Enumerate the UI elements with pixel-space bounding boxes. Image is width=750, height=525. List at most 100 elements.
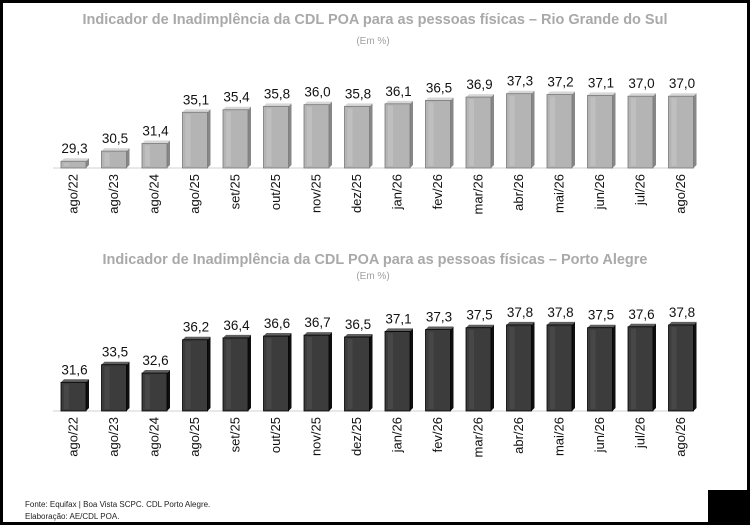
- bar-side: [369, 333, 373, 411]
- data-label: 36,6: [264, 316, 290, 331]
- bar: [141, 143, 168, 169]
- bar: [425, 329, 451, 412]
- bar-top: [628, 93, 656, 97]
- bar: [60, 160, 87, 169]
- x-tick-label: mar/26: [471, 417, 486, 457]
- footer: Fonte: Equifax | Boa Vista SCPC. CDL Por…: [25, 499, 525, 523]
- bar-highlight: [266, 338, 272, 409]
- x-tick-label: fev/26: [430, 174, 445, 209]
- bar-highlight: [509, 326, 515, 409]
- bar-side: [167, 370, 170, 411]
- data-label: 37,3: [507, 74, 533, 89]
- bar: [546, 324, 573, 412]
- data-label: 35,8: [264, 86, 290, 101]
- x-tick-label: dez/25: [349, 417, 364, 456]
- bar-top: [668, 321, 697, 325]
- data-label: 31,4: [142, 124, 169, 139]
- x-tick-label: mai/26: [552, 174, 567, 213]
- bar-highlight: [509, 95, 515, 166]
- bar-highlight: [550, 96, 555, 166]
- bar: [587, 94, 613, 169]
- bar-top: [506, 321, 535, 325]
- bar: [222, 109, 249, 169]
- bar-highlight: [347, 338, 353, 409]
- bar-top: [344, 333, 373, 337]
- x-tick-label: abr/26: [511, 417, 526, 454]
- bar-side: [369, 103, 373, 168]
- bar-side: [531, 321, 535, 411]
- data-label: 37,0: [669, 76, 695, 91]
- data-label: 37,8: [547, 305, 573, 320]
- data-label: 35,8: [345, 86, 371, 101]
- bar: [384, 103, 411, 169]
- bar: [222, 337, 249, 412]
- bar-side: [329, 332, 332, 411]
- x-tick-label: ago/25: [187, 174, 202, 214]
- bar-highlight: [226, 111, 231, 166]
- bar-highlight: [631, 328, 636, 409]
- data-label: 29,3: [61, 141, 87, 156]
- data-label: 37,2: [547, 75, 573, 90]
- bar-side: [86, 379, 89, 411]
- bar-side: [126, 361, 130, 411]
- bar-top: [142, 370, 170, 374]
- bar-highlight: [428, 331, 434, 409]
- data-label: 35,1: [183, 92, 209, 107]
- x-tick-label: jun/26: [592, 417, 607, 453]
- bar-top: [466, 94, 494, 98]
- x-tick-label: ago/24: [147, 174, 162, 214]
- bar: [627, 326, 654, 412]
- bar-side: [410, 100, 413, 168]
- data-label: 36,0: [304, 85, 330, 100]
- bar-top: [182, 336, 211, 340]
- bar-side: [329, 101, 332, 168]
- bar-top: [668, 93, 697, 97]
- data-label: 35,4: [223, 90, 250, 105]
- bar-side: [531, 90, 535, 168]
- data-label: 36,7: [304, 315, 330, 330]
- bar-top: [547, 91, 575, 95]
- data-label: 37,8: [669, 305, 695, 320]
- bar-highlight: [631, 98, 636, 166]
- x-tick-label: jul/26: [633, 417, 648, 449]
- x-tick-label: jun/26: [592, 174, 607, 210]
- data-label: 37,8: [507, 305, 533, 320]
- bar-side: [450, 97, 454, 168]
- bar-highlight: [550, 326, 555, 409]
- bar-side: [207, 336, 211, 411]
- x-tick-label: jan/26: [390, 417, 405, 453]
- bar-side: [248, 334, 251, 411]
- x-tick-label: ago/23: [106, 174, 121, 214]
- bar-top: [101, 148, 130, 152]
- bar-highlight: [185, 341, 191, 409]
- bar-top: [61, 158, 89, 162]
- chart-subtitle: (Em %): [356, 271, 389, 282]
- x-tick-label: jan/26: [390, 174, 405, 210]
- bar-side: [491, 324, 494, 411]
- bar-highlight: [347, 108, 353, 166]
- bar-highlight: [145, 375, 150, 409]
- bar-side: [288, 333, 292, 411]
- bar-top: [182, 109, 211, 113]
- source-note: Fonte: Equifax | Boa Vista SCPC. CDL Por…: [25, 500, 211, 509]
- data-label: 36,4: [223, 318, 250, 333]
- bar-highlight: [428, 102, 434, 166]
- bar: [101, 150, 127, 169]
- bar: [546, 94, 573, 169]
- bar-side: [248, 106, 251, 168]
- bar: [506, 93, 532, 169]
- x-tick-label: ago/23: [106, 417, 121, 457]
- bar-side: [491, 94, 494, 168]
- data-label: 36,2: [183, 320, 209, 335]
- bar: [182, 111, 208, 169]
- bar-highlight: [185, 114, 191, 166]
- x-tick-label: ago/26: [673, 417, 688, 457]
- data-label: 33,5: [102, 345, 128, 360]
- x-tick-label: ago/26: [673, 174, 688, 214]
- bar-highlight: [104, 153, 110, 166]
- data-label: 37,1: [385, 311, 411, 326]
- chart-rio-grande-do-sul: Indicador de Inadimplência da CDL POA pa…: [53, 12, 697, 214]
- data-label: 36,5: [426, 80, 452, 95]
- data-label: 37,1: [588, 75, 614, 90]
